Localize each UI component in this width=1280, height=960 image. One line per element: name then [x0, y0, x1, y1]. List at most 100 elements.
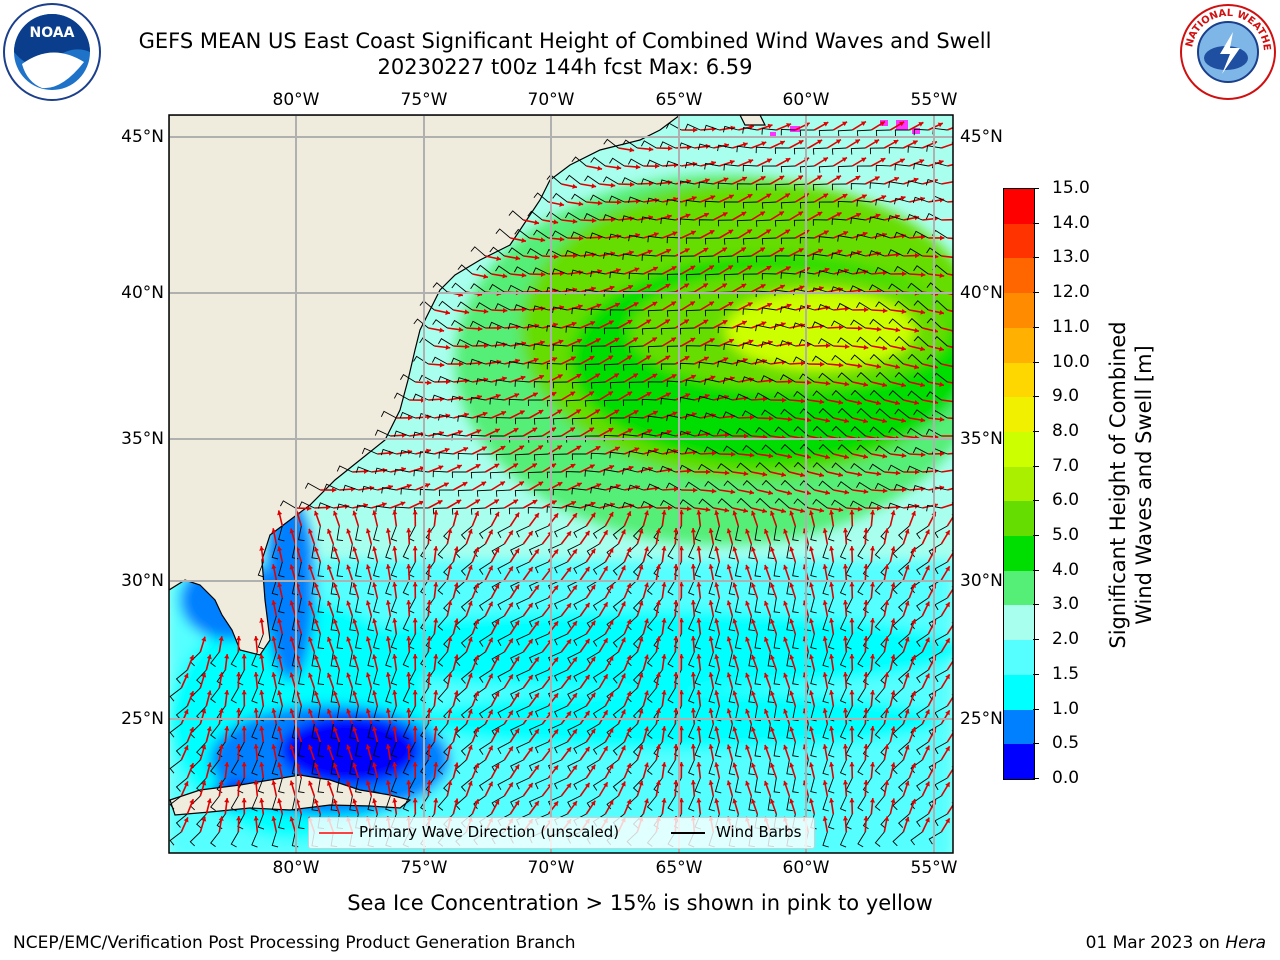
wind-barb	[934, 633, 948, 647]
wind-barb	[761, 201, 777, 209]
wave-direction-arrowhead	[869, 654, 876, 659]
wave-direction-arrowhead	[849, 762, 855, 767]
wave-direction-arrowhead	[711, 488, 717, 494]
wave-direction-arrowhead	[445, 344, 451, 350]
wave-direction-arrowhead	[678, 510, 684, 515]
wave-direction-arrowhead	[289, 744, 295, 750]
wave-direction-arrowhead	[747, 265, 753, 271]
wind-barb	[311, 723, 318, 740]
wave-direction-arrowhead	[882, 232, 887, 238]
wind-barb	[748, 543, 755, 560]
wave-direction-arrowhead	[385, 672, 391, 677]
wave-direction-arrowhead	[911, 763, 916, 768]
wave-direction-arrowhead	[346, 708, 352, 714]
wind-barb	[230, 651, 239, 668]
wind-barb	[685, 345, 701, 352]
wind-barb	[761, 307, 777, 314]
wave-direction-arrowhead	[626, 619, 632, 625]
wind-barb	[755, 255, 771, 263]
wave-direction-arrowhead	[271, 816, 277, 822]
colorbar-cell	[1004, 536, 1034, 572]
wind-barb	[837, 372, 853, 383]
wave-direction-arrowhead	[578, 235, 584, 241]
wind-barb	[667, 687, 676, 704]
wind-barb	[647, 235, 663, 243]
wind-barb	[836, 268, 853, 276]
wind-barb	[473, 543, 486, 558]
wave-direction-arrowhead	[763, 708, 769, 714]
wave-direction-arrowhead	[494, 463, 500, 469]
colorbar-cell	[1004, 605, 1034, 641]
wave-direction-arrowhead	[884, 672, 890, 677]
wave-direction-arrowhead	[939, 346, 944, 352]
colorbar-tick	[1033, 673, 1039, 675]
wind-barb	[748, 615, 755, 632]
wave-direction-arrowhead	[749, 489, 755, 495]
wind-barb	[793, 183, 809, 191]
wave-direction-arrowhead	[808, 726, 814, 732]
wind-barb	[602, 214, 619, 221]
wave-direction-arrowhead	[603, 746, 608, 752]
wind-barb	[742, 308, 758, 315]
wind-barb	[640, 178, 657, 185]
wind-barb	[528, 615, 543, 628]
wave-direction-arrowhead	[844, 454, 849, 460]
wind-barb	[761, 128, 777, 135]
wave-direction-arrowhead	[566, 567, 572, 573]
wind-barb	[857, 723, 866, 740]
wind-barb	[278, 741, 285, 758]
wave-direction-arrowhead	[488, 529, 493, 535]
wave-direction-arrowhead	[590, 548, 596, 554]
wave-direction-arrowhead	[467, 672, 473, 678]
wind-barb	[311, 687, 318, 704]
wind-barb	[818, 236, 834, 243]
wave-direction-arrowhead	[751, 726, 756, 732]
wind-barb	[839, 795, 847, 812]
wind-barb	[330, 651, 338, 668]
wave-direction-arrowhead	[626, 511, 632, 517]
wave-direction-arrowhead	[596, 303, 602, 309]
wind-barb	[934, 525, 948, 539]
wave-direction-arrowhead	[783, 708, 789, 714]
wave-direction-arrowhead	[819, 472, 824, 478]
wind-barb	[532, 267, 549, 275]
wind-barb	[888, 181, 904, 188]
wind-barb	[723, 163, 739, 171]
wave-direction-arrowhead	[678, 690, 684, 695]
wind-barb	[546, 362, 562, 370]
wave-direction-arrowhead	[890, 690, 896, 696]
wave-direction-arrowhead	[823, 122, 829, 127]
wave-direction-arrowhead	[747, 302, 753, 307]
wind-barb	[603, 252, 619, 259]
wave-direction-arrowhead	[732, 510, 738, 516]
wave-direction-arrowhead	[726, 744, 732, 750]
wave-direction-arrowhead	[447, 636, 453, 642]
wind-barb	[304, 482, 321, 491]
colorbar-label: 12.0	[1052, 282, 1090, 303]
wave-direction-arrowhead	[728, 229, 734, 235]
wind-barb	[913, 162, 929, 170]
wave-direction-arrowhead	[655, 780, 661, 785]
wave-direction-arrowhead	[767, 123, 773, 129]
wind-barb	[862, 525, 872, 542]
wave-direction-arrowhead	[589, 427, 595, 433]
wave-direction-arrowhead	[352, 618, 358, 624]
wave-direction-arrowhead	[740, 247, 746, 252]
wind-barb	[330, 687, 338, 704]
wind-barb	[612, 741, 625, 756]
wave-direction-arrowhead	[627, 320, 633, 325]
graticule	[169, 115, 953, 853]
wind-barb	[736, 291, 752, 298]
wind-barb	[478, 669, 492, 683]
wind-barb	[831, 147, 847, 155]
wave-direction-arrowhead	[206, 762, 212, 768]
colorbar-tick	[1033, 743, 1039, 745]
wave-direction-arrowhead	[236, 816, 242, 821]
wave-direction-arrowhead	[433, 618, 439, 623]
wave-direction-arrowhead	[904, 816, 910, 822]
wave-direction-arrowhead	[918, 122, 924, 127]
wind-barb	[685, 199, 701, 207]
wind-barb	[390, 525, 398, 542]
wind-barb	[361, 447, 378, 455]
